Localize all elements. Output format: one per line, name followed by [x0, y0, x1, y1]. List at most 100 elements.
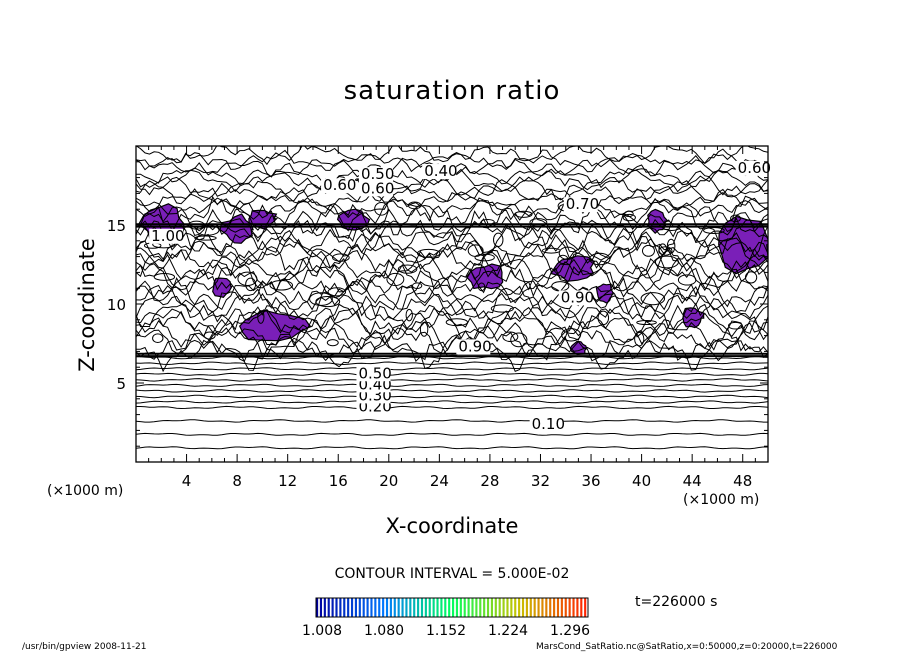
colorbar-cell [529, 598, 532, 617]
colorbar-cell [354, 598, 357, 617]
contour-line [136, 400, 768, 404]
x-unit-left: (×1000 m) [47, 483, 124, 499]
contour-loop [194, 235, 217, 241]
colorbar-cell [475, 598, 478, 617]
colorbar-cell [580, 598, 583, 617]
contour-loop [309, 292, 333, 306]
colorbar-cell [467, 598, 470, 617]
footer-right: MarsCond_SatRatio.nc@SatRatio,x=0:50000,… [536, 642, 838, 652]
x-tick-label: 44 [683, 472, 702, 490]
contour-label: 0.10 [532, 415, 565, 433]
colorbar-cell [498, 598, 501, 617]
contour-loop [203, 331, 216, 340]
colorbar-cell [343, 598, 346, 617]
colorbar-tick-label: 1.296 [549, 623, 591, 639]
contour-loop [730, 214, 741, 223]
contour-line [136, 267, 768, 304]
colorbar-cell [448, 598, 451, 617]
colorbar-cell [323, 598, 326, 617]
contour-label-bg [456, 339, 491, 355]
colorbar-cell [378, 598, 381, 617]
contour-loop [728, 321, 743, 330]
contour-label-bg [356, 366, 391, 382]
colorbar-cell [533, 598, 536, 617]
contour-line [136, 389, 768, 393]
contour-loop [514, 210, 533, 218]
contour-label: 0.90 [561, 288, 594, 306]
colorbar-cell [316, 598, 319, 617]
contour-loop [257, 310, 265, 324]
contour-loop [419, 321, 429, 337]
contour-loop [327, 287, 347, 297]
colorbar-cell [420, 598, 424, 617]
colorbar-cell [331, 598, 334, 617]
contour-loop [474, 253, 495, 262]
colorbar-tick-label: 1.080 [363, 623, 405, 639]
contour-label-bg [321, 178, 356, 194]
x-unit-right: (×1000 m) [683, 492, 760, 508]
colorbar-cell [319, 598, 323, 617]
contour-line [136, 327, 768, 362]
colorbar-cell [339, 598, 342, 617]
colorbar-cell [502, 598, 505, 617]
contour-line [136, 322, 768, 358]
contour-label-bg [529, 416, 564, 432]
colorbar-cell [506, 598, 509, 617]
colorbar-tick-label: 1.152 [425, 623, 467, 639]
colorbar-cell [463, 598, 466, 617]
contour-line [136, 195, 768, 232]
colorbar-cell [358, 598, 361, 617]
colorbar-cell [382, 598, 385, 617]
x-tick-label: 40 [632, 472, 651, 490]
contour-loop [152, 333, 164, 344]
contour-loop [641, 244, 655, 257]
contour-line [136, 195, 768, 219]
contour-line [136, 249, 768, 283]
x-tick-label: 36 [581, 472, 600, 490]
y-tick-label: 15 [107, 217, 126, 235]
contour-label-bg [558, 290, 593, 306]
colorbar-cell [486, 598, 490, 617]
contour-line [136, 308, 768, 343]
contour-loop [744, 271, 758, 284]
contour-label: 0.60 [738, 159, 771, 177]
contour-line [136, 228, 768, 266]
x-tick-label: 20 [379, 472, 398, 490]
x-tick-label: 32 [531, 472, 550, 490]
colorbar-cell [568, 598, 571, 617]
colorbar-cell [347, 598, 350, 617]
colorbar-cell [479, 598, 482, 617]
contour-line [136, 176, 768, 198]
contour-loop [662, 223, 681, 231]
contour-loop [654, 255, 679, 269]
colorbar-cell [436, 598, 439, 617]
contour-loop [490, 304, 514, 313]
colorbar-tick-label: 1.224 [487, 623, 529, 639]
colorbar-cell [413, 598, 416, 617]
x-tick-label: 4 [182, 472, 192, 490]
contour-label: 1.00 [151, 227, 184, 245]
contour-loop [640, 292, 666, 306]
colorbar-cell [428, 598, 431, 617]
contour-label: 0.40 [424, 162, 457, 180]
colorbar-cell [362, 598, 365, 617]
colorbar-cell [417, 598, 420, 617]
colorbar-cell [525, 598, 528, 617]
colorbar-cell [537, 598, 540, 617]
colorbar-cell [409, 598, 412, 617]
colorbar-cell [576, 598, 579, 617]
contour-loop [315, 296, 341, 308]
contour-line [136, 148, 768, 173]
colorbar-cell [483, 598, 486, 617]
colorbar-cell [374, 598, 377, 617]
colorbar-cell [350, 598, 354, 617]
contour-loop [502, 331, 519, 343]
contour-loop [658, 246, 673, 256]
contour-line [136, 218, 768, 251]
x-tick-label: 28 [480, 472, 499, 490]
footer-left: /usr/bin/gpview 2008-11-21 [22, 642, 147, 652]
colorbar-cell [556, 598, 560, 617]
contour-loop [597, 310, 610, 326]
contour-loop [477, 282, 486, 292]
contour-label-bg [735, 160, 770, 176]
